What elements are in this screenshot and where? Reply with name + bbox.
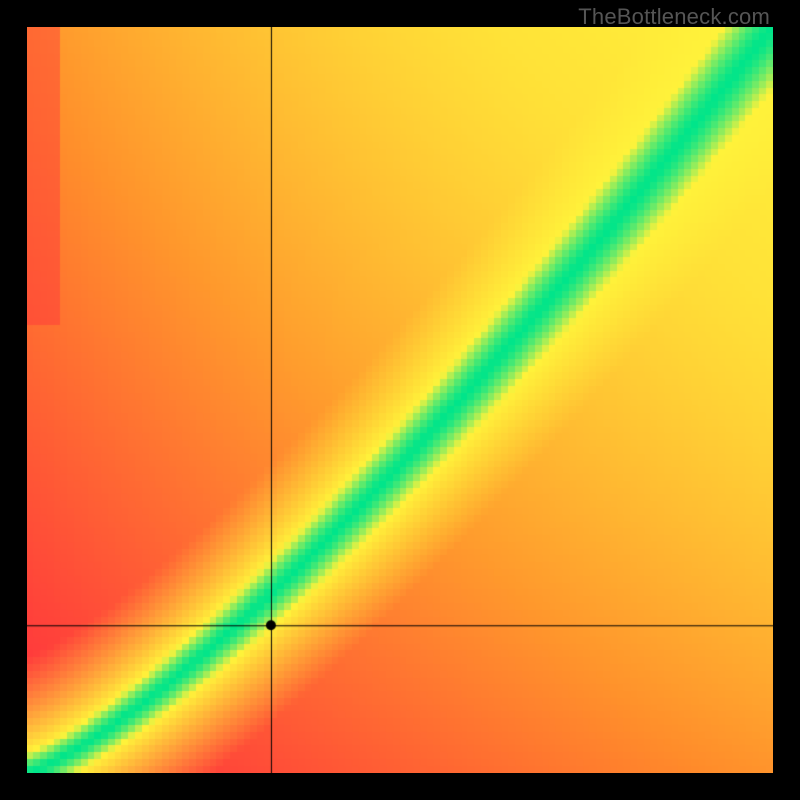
heatmap-plot [27, 27, 773, 773]
watermark-label: TheBottleneck.com [578, 4, 770, 30]
heatmap-canvas [27, 27, 773, 773]
